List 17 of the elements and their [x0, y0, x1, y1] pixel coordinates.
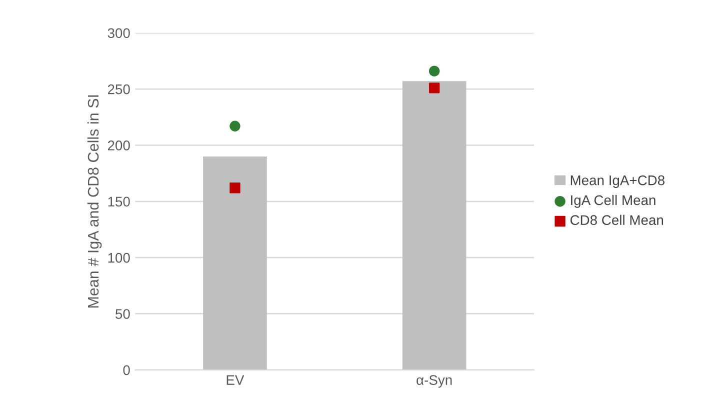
- point: [230, 182, 240, 194]
- y-tick-label: 300: [108, 28, 130, 38]
- y-axis-title: Mean # IgA and CD8 Cells in SI: [87, 95, 102, 308]
- y-tick-label: 100: [108, 252, 130, 263]
- x-tick-label: α-Syn: [416, 375, 452, 388]
- legend-label: IgA Cell Mean: [571, 194, 656, 208]
- legend-label: CD8 Cell Mean: [570, 214, 664, 226]
- y-tick-label: 250: [108, 84, 130, 94]
- x-tick-label: EV: [226, 375, 244, 385]
- y-tick-label: 50: [116, 309, 130, 319]
- point: [428, 82, 440, 94]
- point: [428, 66, 440, 76]
- legend-label: Mean IgA+CD8: [570, 175, 664, 188]
- y-tick-label: 200: [108, 140, 130, 150]
- point: [230, 120, 240, 132]
- y-tick-label: 0: [123, 365, 130, 376]
- y-tick-label: 150: [108, 196, 130, 207]
